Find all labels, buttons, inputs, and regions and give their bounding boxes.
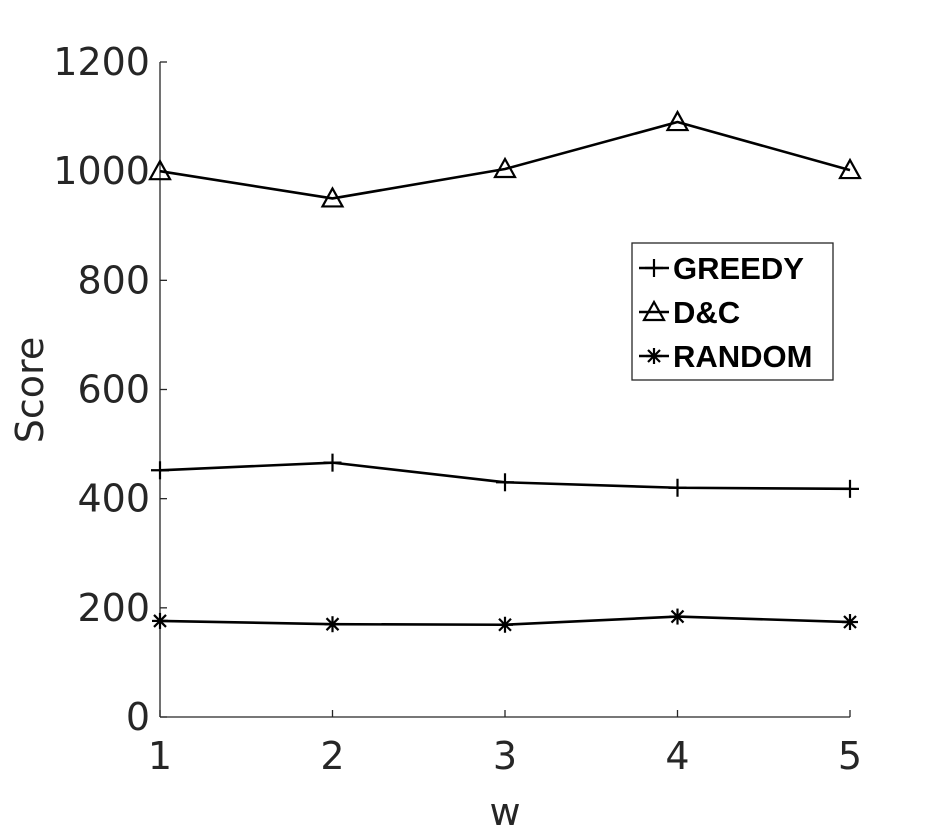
data-point-d-c: [493, 156, 517, 179]
x-axis-title: w: [489, 790, 520, 834]
y-tick-label: 400: [77, 477, 150, 521]
data-point-greedy: [668, 478, 687, 497]
data-point-d-c: [320, 186, 345, 208]
data-point-greedy: [151, 461, 169, 480]
legend-item-greedy: GREEDY: [639, 251, 804, 286]
legend-marker-greedy: [645, 259, 663, 277]
data-point-d-c: [148, 158, 172, 181]
y-tick-label: 1200: [53, 40, 150, 84]
data-point-greedy: [496, 473, 514, 492]
legend: GREEDY D&C RANDOM: [631, 242, 834, 381]
data-point-random: [842, 614, 858, 631]
y-tick-label: 600: [77, 368, 150, 412]
data-point-random: [669, 608, 686, 625]
data-point-random: [152, 612, 168, 629]
x-tick-label: 4: [665, 734, 689, 778]
data-point-random: [497, 616, 513, 633]
data-point-greedy: [841, 479, 859, 498]
x-tick-label: 3: [493, 734, 517, 778]
legend-label-random: RANDOM: [673, 339, 813, 374]
y-tick-label: 0: [126, 695, 150, 739]
x-ticks: 1 2 3 4 5: [148, 710, 862, 778]
x-tick-label: 5: [838, 734, 862, 778]
x-tick-label: 2: [320, 734, 344, 778]
series-greedy: [151, 453, 859, 498]
legend-label-d-c: D&C: [673, 295, 740, 330]
legend-marker-random: [646, 348, 662, 364]
series-d-c: [148, 109, 862, 208]
series-line-d-c: [159, 120, 851, 200]
data-point-random: [324, 616, 341, 633]
y-ticks: 0 200 400 600 800 1000 1200: [53, 40, 167, 739]
y-tick-label: 1000: [53, 149, 150, 193]
data-point-d-c: [665, 109, 690, 132]
series-random: [152, 608, 858, 633]
y-axis-title: Score: [8, 337, 52, 443]
x-tick-label: 1: [148, 734, 172, 778]
y-tick-label: 800: [77, 258, 150, 302]
legend-label-greedy: GREEDY: [673, 251, 804, 286]
series-group: [148, 109, 862, 633]
legend-marker-d-c: [642, 299, 666, 322]
legend-item-d-c: D&C: [639, 295, 740, 330]
legend-item-random: RANDOM: [639, 339, 813, 374]
data-point-d-c: [838, 157, 862, 180]
data-point-greedy: [323, 453, 342, 472]
y-tick-label: 200: [77, 586, 150, 630]
